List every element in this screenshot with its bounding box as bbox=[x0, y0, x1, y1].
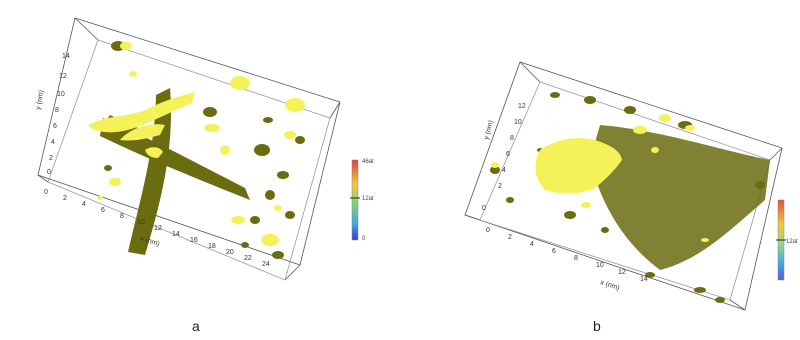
x-tick: 16 bbox=[190, 237, 198, 244]
y-tick: 4 bbox=[51, 139, 55, 146]
bounding-box bbox=[464, 61, 783, 311]
x-axis: 0 2 4 6 8 10 12 14 x (nm) bbox=[486, 227, 648, 292]
y-tick: 6 bbox=[506, 151, 510, 158]
y-axis: 12 10 8 6 4 2 0 y (nm) bbox=[482, 103, 526, 212]
x-tick: 24 bbox=[262, 261, 270, 268]
y-tick: 4 bbox=[502, 167, 506, 174]
x-tick: 4 bbox=[530, 241, 534, 248]
y-tick: 2 bbox=[498, 183, 502, 190]
x-tick: 6 bbox=[552, 248, 556, 255]
x-tick: 8 bbox=[574, 255, 578, 262]
y-tick: 14 bbox=[62, 53, 70, 60]
panel-b-plot: 12 10 8 6 4 2 0 y (nm) 0 2 4 6 8 10 12 1… bbox=[464, 61, 798, 311]
colorbar-mid-label: 12at bbox=[362, 196, 374, 202]
colorbar-min-label: 0 bbox=[362, 236, 366, 242]
y-axis: 14 12 10 8 6 4 2 0 y (nm) bbox=[35, 53, 70, 176]
y-tick: 8 bbox=[510, 135, 514, 142]
panel-label-b: b bbox=[593, 318, 601, 334]
colorbar: 12at bbox=[776, 199, 798, 281]
x-tick: 0 bbox=[486, 227, 490, 234]
x-tick: 20 bbox=[226, 249, 234, 256]
x-axis-title: x (nm) bbox=[599, 279, 620, 292]
colorbar-max-label: 46at bbox=[362, 159, 374, 165]
x-tick: 10 bbox=[137, 219, 145, 226]
y-tick: 12 bbox=[518, 103, 526, 110]
panel-label-a: a bbox=[192, 318, 200, 334]
isosurface-bright-regions bbox=[491, 114, 709, 242]
y-tick: 8 bbox=[55, 107, 59, 114]
y-tick: 2 bbox=[49, 155, 53, 162]
panel-a-plot: 14 12 10 8 6 4 2 0 y (nm) 0 2 4 6 8 10 1… bbox=[35, 17, 374, 281]
y-tick: 0 bbox=[47, 169, 51, 176]
y-tick: 10 bbox=[57, 91, 65, 98]
y-axis-title: y (nm) bbox=[35, 90, 45, 111]
x-tick: 8 bbox=[120, 213, 124, 220]
colorbar: 46at 12at 0 bbox=[350, 159, 374, 242]
x-tick: 6 bbox=[101, 207, 105, 214]
isosurface-dark-regions bbox=[490, 92, 770, 303]
panel-b: 12 10 8 6 4 2 0 y (nm) 0 2 4 6 8 10 12 1… bbox=[400, 0, 800, 340]
x-tick: 14 bbox=[640, 276, 648, 283]
colorbar-mid-label: 12at bbox=[786, 239, 798, 245]
x-tick: 2 bbox=[508, 234, 512, 241]
isosurface-bright-regions bbox=[88, 42, 305, 246]
y-tick: 6 bbox=[53, 123, 57, 130]
y-tick: 0 bbox=[482, 205, 486, 212]
x-tick: 12 bbox=[618, 269, 626, 276]
x-tick: 2 bbox=[63, 195, 67, 202]
x-tick: 4 bbox=[82, 201, 86, 208]
x-tick: 18 bbox=[208, 243, 216, 250]
bounding-box bbox=[37, 17, 341, 281]
x-tick: 0 bbox=[44, 189, 48, 196]
x-tick: 22 bbox=[244, 255, 252, 262]
y-axis-title: y (nm) bbox=[483, 120, 495, 141]
y-tick: 10 bbox=[514, 119, 522, 126]
x-tick: 12 bbox=[154, 225, 162, 232]
x-tick: 10 bbox=[596, 262, 604, 269]
panel-a: 14 12 10 8 6 4 2 0 y (nm) 0 2 4 6 8 10 1… bbox=[35, 17, 374, 334]
y-tick: 12 bbox=[59, 73, 67, 80]
x-tick: 14 bbox=[172, 231, 180, 238]
